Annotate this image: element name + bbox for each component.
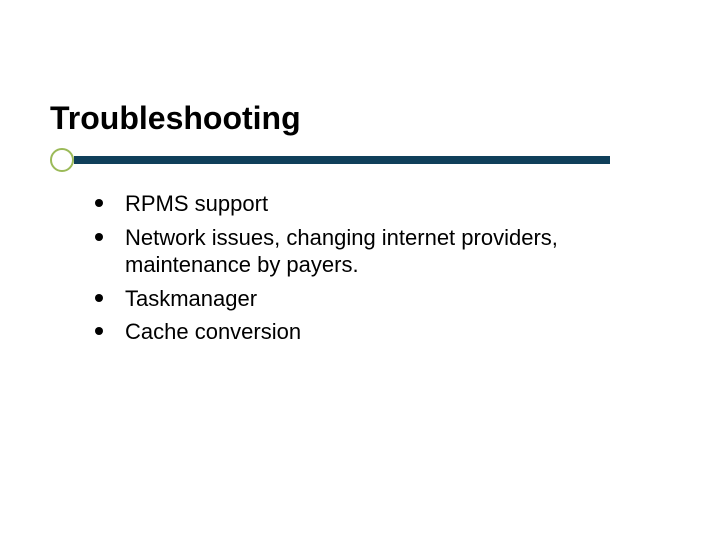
underline-bar	[74, 156, 610, 164]
bullet-list: RPMS support Network issues, changing in…	[95, 190, 635, 352]
list-item: RPMS support	[95, 190, 635, 218]
bullet-icon	[95, 199, 103, 207]
list-item-text: Cache conversion	[125, 318, 635, 346]
bullet-icon	[95, 294, 103, 302]
slide-title: Troubleshooting	[50, 100, 301, 137]
list-item: Network issues, changing internet provid…	[95, 224, 635, 279]
slide: Troubleshooting RPMS support Network iss…	[0, 0, 720, 540]
list-item: Taskmanager	[95, 285, 635, 313]
bullet-icon	[95, 327, 103, 335]
list-item-text: Taskmanager	[125, 285, 635, 313]
bullet-icon	[95, 233, 103, 241]
list-item: Cache conversion	[95, 318, 635, 346]
title-underline	[50, 148, 610, 176]
list-item-text: Network issues, changing internet provid…	[125, 224, 635, 279]
list-item-text: RPMS support	[125, 190, 635, 218]
underline-ball-icon	[50, 148, 74, 172]
